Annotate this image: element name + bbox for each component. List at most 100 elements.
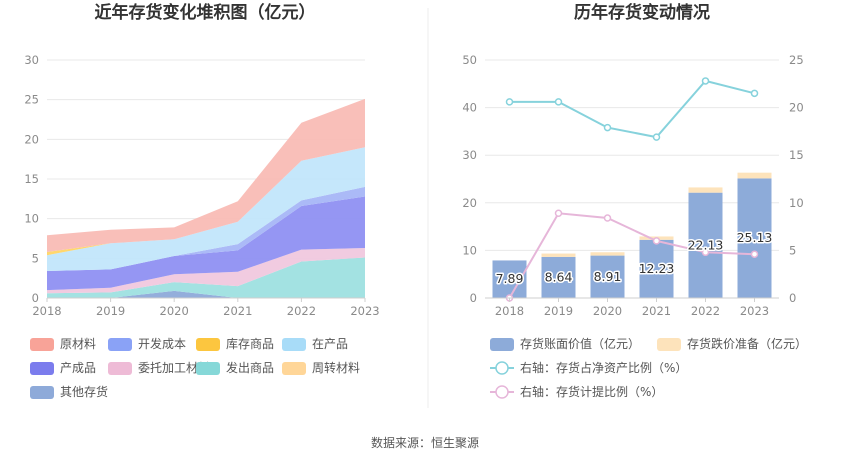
right-x-tick-label: 2018 xyxy=(495,304,524,318)
left-legend-label: 在产品 xyxy=(312,337,348,351)
right-left-y-tick-label: 50 xyxy=(462,53,477,67)
right-left-y-tick-label: 0 xyxy=(470,291,477,305)
line-series-0 xyxy=(509,79,755,139)
area-series-1 xyxy=(47,257,365,298)
right-right-y-tick-label: 15 xyxy=(789,148,804,162)
area-series-4 xyxy=(47,186,365,271)
right-axis: 0 10 20 30 40 50 0 5 10 15 20 25 2018 2019 2020 2021 202… xyxy=(462,53,803,318)
area-series-5 xyxy=(47,147,365,271)
left-y-tick-label: 15 xyxy=(24,172,39,186)
line-point-1 xyxy=(554,209,563,218)
left-legend-label: 产成品 xyxy=(60,361,96,375)
line-point-1 xyxy=(603,214,612,222)
line-point-1 xyxy=(652,237,661,245)
right-left-y-tick-label: 40 xyxy=(462,101,477,115)
area-series-0 xyxy=(47,290,365,298)
bar-book-value xyxy=(688,192,723,298)
bar-book-value xyxy=(737,178,772,298)
right-legend-label: 右轴：存货计提比例（%） xyxy=(520,384,663,399)
bar-data-label: 8.91 xyxy=(594,269,622,284)
bar-data-label: 8.64 xyxy=(545,269,573,284)
line-point-0 xyxy=(750,89,759,98)
left-y-tick-label: 10 xyxy=(24,212,39,226)
left-area-series xyxy=(47,98,365,298)
right-chart-title: 历年存货变动情况 xyxy=(574,2,710,23)
area-series-8 xyxy=(47,98,365,253)
left-chart-title: 近年存货变化堆积图（亿元） xyxy=(95,2,316,23)
left-axis: 0 5 10 15 20 25 30 2018 2019 2020 2021 2022 2023 xyxy=(24,53,379,318)
left-y-tick-label: 25 xyxy=(24,93,39,107)
left-legend-label: 库存商品 xyxy=(226,336,274,351)
right-right-y-tick-label: 25 xyxy=(789,53,804,67)
line-point-0 xyxy=(701,77,710,85)
right-legend-swatch xyxy=(657,338,681,351)
left-x-tick-label: 2022 xyxy=(287,304,316,318)
left-legend-label: 原材料 xyxy=(60,337,96,351)
right-x-tick-label: 2021 xyxy=(642,304,671,318)
right-lines xyxy=(505,77,759,302)
left-legend-swatch xyxy=(30,386,54,399)
left-y-tick-label: 0 xyxy=(32,291,39,305)
bar-data-label: 7.89 xyxy=(496,271,524,286)
left-legend-swatch xyxy=(196,338,220,351)
bar-book-value xyxy=(541,256,576,298)
left-x-tick-label: 2021 xyxy=(223,304,252,318)
left-y-tick-label: 20 xyxy=(24,132,39,146)
right-data-labels: 7.89 8.64 8.91 12.23 22.13 25.13 xyxy=(494,229,774,288)
line-point-0 xyxy=(652,133,661,141)
bar-data-label: 12.23 xyxy=(639,261,675,276)
data-source: 数据来源：恒生聚源 xyxy=(371,435,479,450)
area-series-3 xyxy=(47,196,365,291)
right-legend-label: 右轴：存货占净资产比例（%） xyxy=(520,360,687,375)
bar-impairment xyxy=(541,253,576,257)
right-x-tick-label: 2019 xyxy=(544,304,573,318)
right-legend-marker xyxy=(495,361,509,375)
right-legend-label: 存货跌价准备（亿元） xyxy=(687,336,807,351)
left-y-tick-label: 30 xyxy=(24,53,39,67)
left-legend-swatch xyxy=(196,362,220,375)
left-legend-swatch xyxy=(108,338,132,351)
left-legend-label: 开发成本 xyxy=(138,336,186,351)
right-legend: 存货账面价值（亿元） 存货跌价准备（亿元）右轴：存货占净资产比例（%） 右轴：存货计… xyxy=(490,336,807,399)
right-bars xyxy=(492,172,772,298)
bar-data-label: 25.13 xyxy=(737,230,773,245)
bar-impairment xyxy=(590,252,625,256)
bar-data-label: 22.13 xyxy=(688,237,724,252)
left-legend-swatch xyxy=(108,362,132,375)
bar-impairment xyxy=(737,172,772,179)
right-x-tick-label: 2020 xyxy=(593,304,622,318)
right-right-y-tick-label: 20 xyxy=(789,101,804,115)
line-point-0 xyxy=(603,123,612,132)
line-series-1 xyxy=(508,212,755,299)
left-legend-swatch xyxy=(282,362,306,375)
line-point-1 xyxy=(701,248,710,257)
left-legend-swatch xyxy=(30,362,54,375)
right-x-tick-label: 2022 xyxy=(691,304,720,318)
right-left-y-tick-label: 10 xyxy=(462,243,477,257)
left-x-tick-label: 2018 xyxy=(32,304,61,318)
bar-impairment xyxy=(688,187,723,193)
left-x-tick-label: 2020 xyxy=(160,304,189,318)
left-x-tick-label: 2019 xyxy=(96,304,125,318)
right-legend-label: 存货账面价值（亿元） xyxy=(520,336,640,351)
left-legend-label: 周转材料 xyxy=(312,360,360,375)
line-point-1 xyxy=(750,250,759,258)
left-legend-swatch xyxy=(30,338,54,351)
left-legend-label: 委托加工材料 xyxy=(138,361,210,375)
right-right-y-tick-label: 10 xyxy=(789,196,804,210)
right-left-y-tick-label: 30 xyxy=(462,148,477,162)
line-point-0 xyxy=(505,98,514,106)
area-series-2 xyxy=(47,248,365,294)
left-x-tick-label: 2023 xyxy=(350,304,379,318)
right-legend-marker xyxy=(495,385,509,399)
left-legend-label: 其他存货 xyxy=(60,384,108,399)
left-legend-label: 发出商品 xyxy=(226,360,274,375)
right-x-tick-label: 2023 xyxy=(740,304,769,318)
right-left-y-tick-label: 20 xyxy=(462,196,477,210)
bar-book-value xyxy=(590,255,625,298)
right-right-y-tick-label: 0 xyxy=(789,291,796,305)
left-y-tick-label: 5 xyxy=(32,251,39,265)
right-right-y-tick-label: 5 xyxy=(789,243,796,257)
